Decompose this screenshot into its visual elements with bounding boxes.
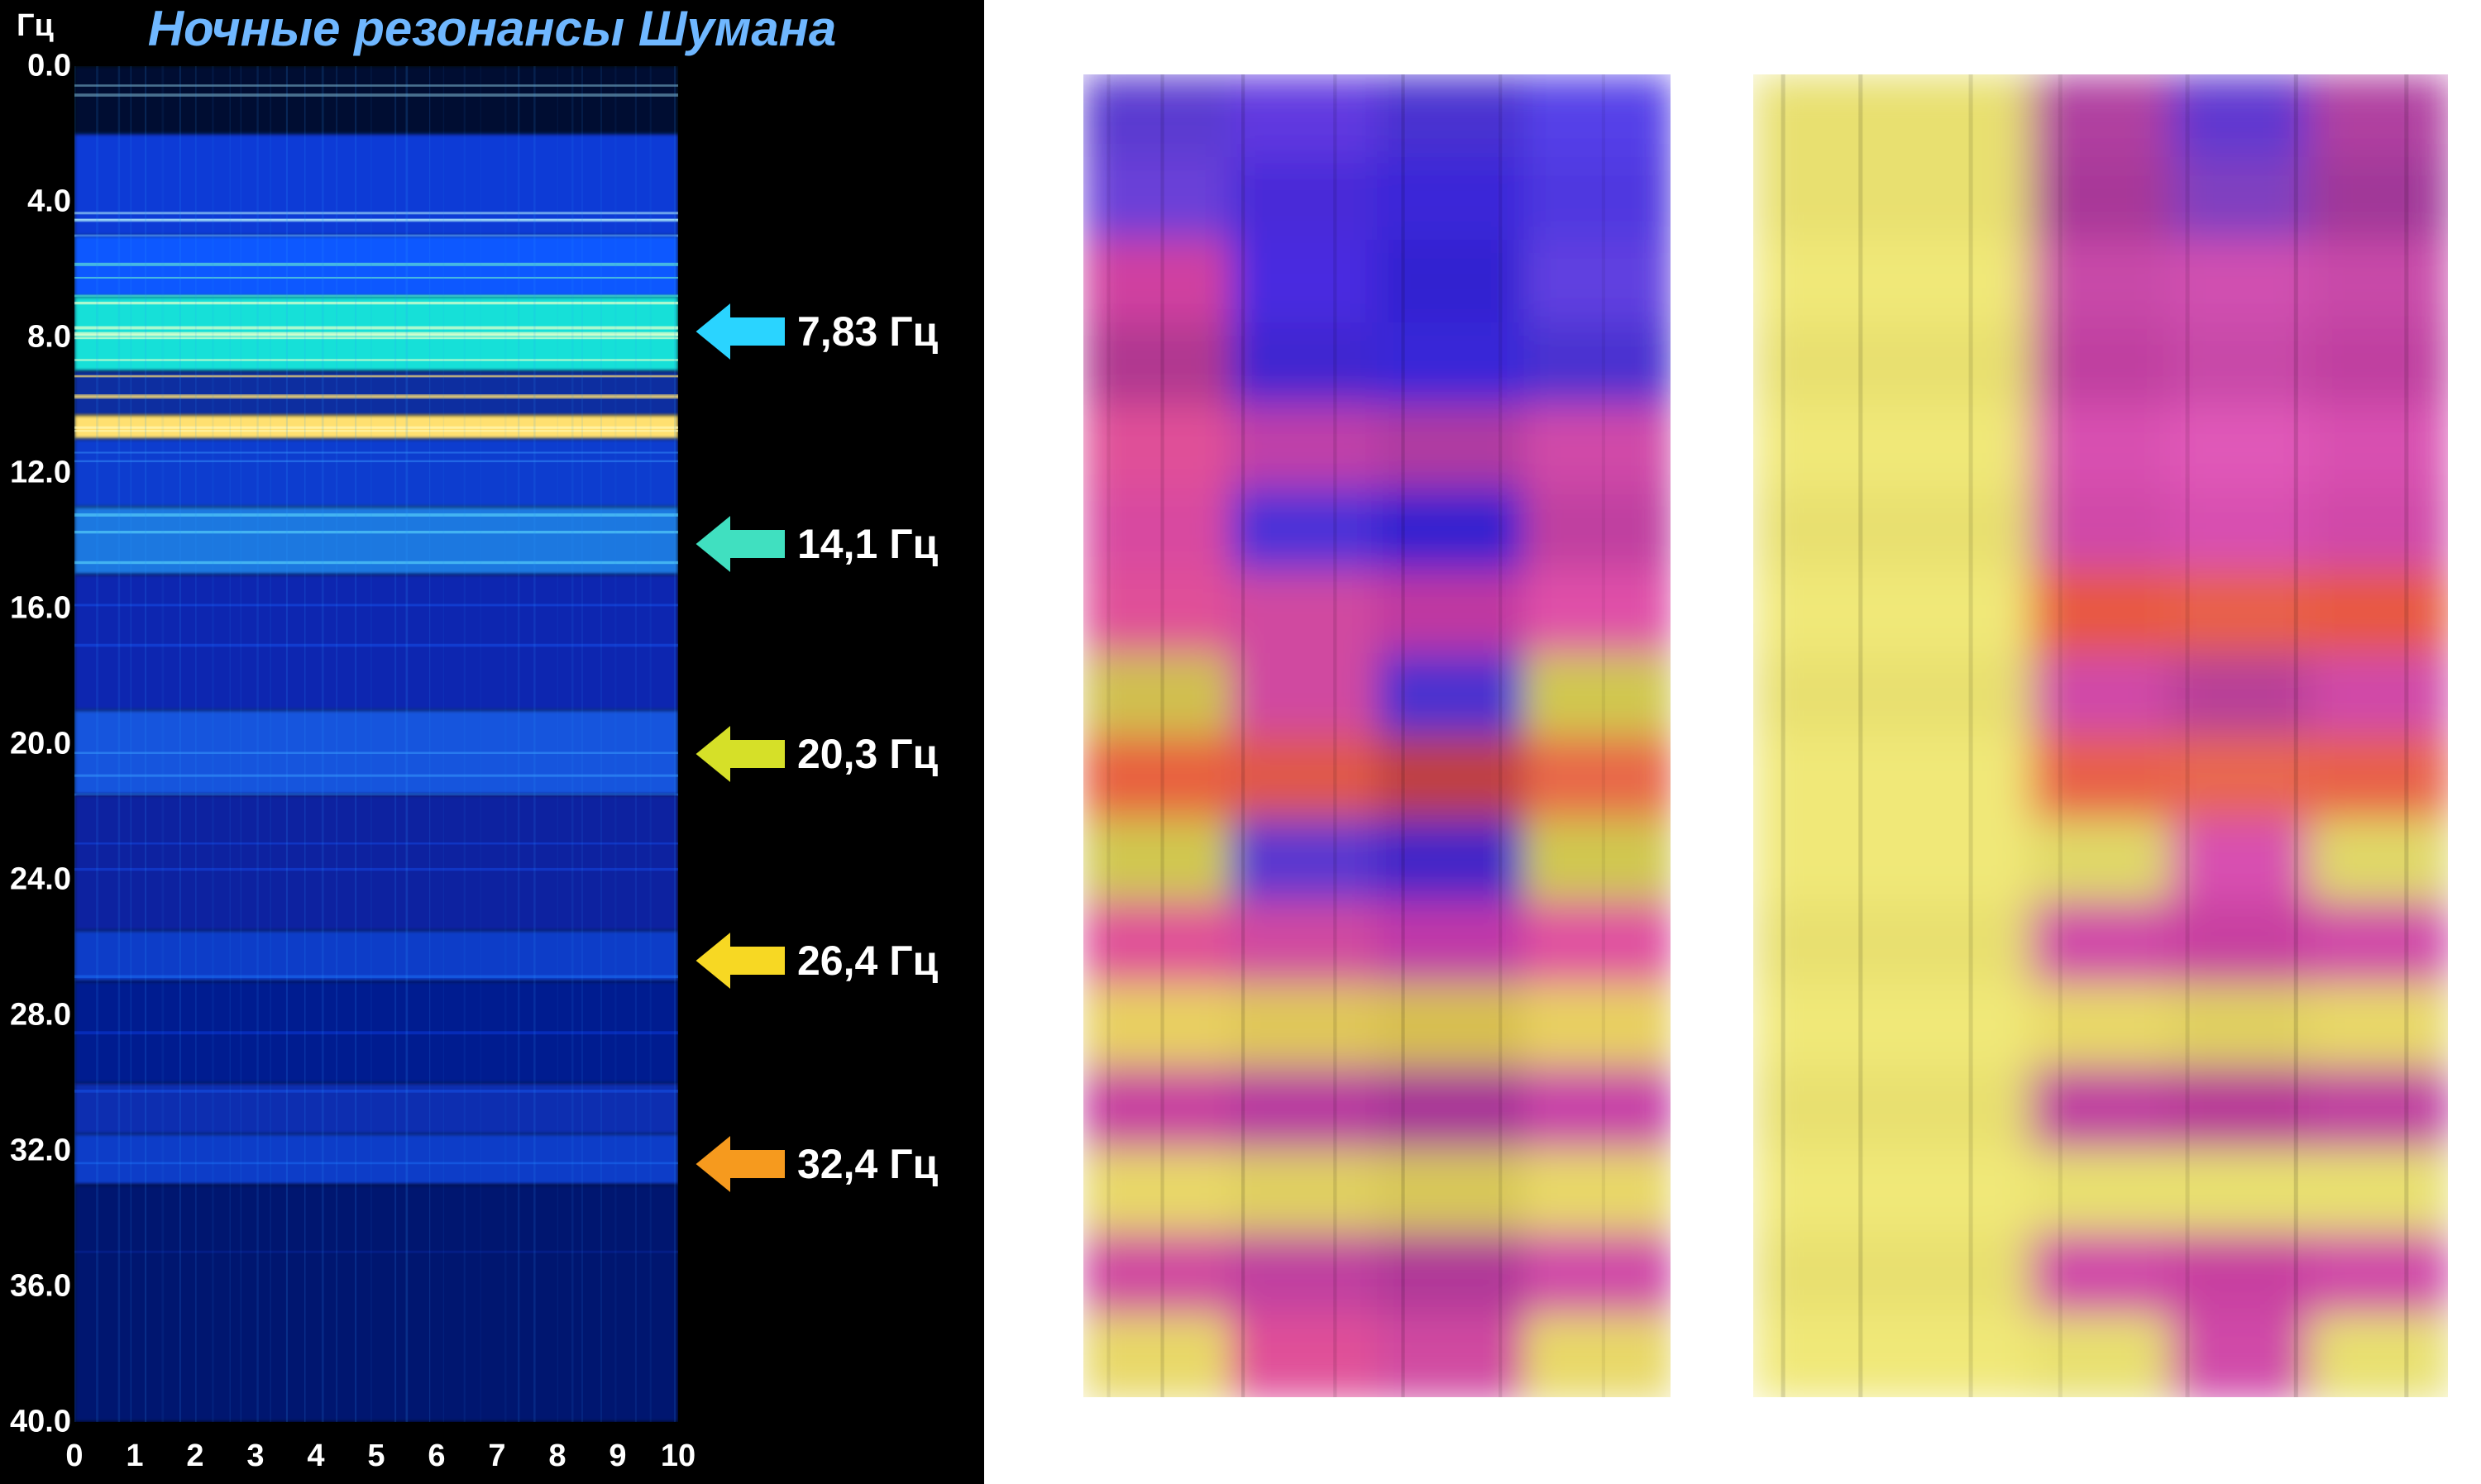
- x-tick: 2: [186, 1439, 203, 1474]
- x-tick: 6: [428, 1439, 445, 1474]
- resonance-label: 32,4 Гц: [797, 1140, 938, 1188]
- x-tick: 3: [246, 1439, 264, 1474]
- panel1-title: Ночные резонансы Шумана: [0, 0, 984, 57]
- spectrogram-plot-area: [74, 66, 678, 1422]
- y-tick: 40.0: [7, 1405, 71, 1440]
- y-tick: 20.0: [7, 727, 71, 762]
- y-tick: 28.0: [7, 998, 71, 1033]
- y-tick: 16.0: [7, 591, 71, 627]
- resonance-label: 20,3 Гц: [797, 730, 938, 778]
- resonance-arrow: 7,83 Гц: [695, 298, 938, 365]
- x-tick: 1: [126, 1439, 143, 1474]
- heatmap-3: [1753, 74, 2448, 1397]
- figure-container: Ночные резонансы Шумана Гц 0.0 4.0 8.0 12.0…: [0, 0, 2481, 1484]
- resonance-label: 14,1 Гц: [797, 520, 938, 568]
- resonance-label: 7,83 Гц: [797, 308, 938, 355]
- x-tick: 10: [661, 1439, 696, 1474]
- resonance-label: 26,4 Гц: [797, 937, 938, 985]
- resonance-arrow: 32,4 Гц: [695, 1131, 938, 1197]
- arrow-left-icon: [695, 1131, 786, 1197]
- heatmap-2: [1083, 74, 1671, 1397]
- x-tick: 4: [307, 1439, 324, 1474]
- y-tick: 24.0: [7, 862, 71, 898]
- y-tick: 32.0: [7, 1133, 71, 1169]
- y-tick: 4.0: [7, 184, 71, 220]
- arrow-left-icon: [695, 298, 786, 365]
- x-tick: 8: [548, 1439, 566, 1474]
- x-tick: 7: [488, 1439, 505, 1474]
- x-tick: 0: [65, 1439, 83, 1474]
- arrow-left-icon: [695, 928, 786, 994]
- y-tick: 8.0: [7, 320, 71, 355]
- heatmap-panel-2: [1083, 74, 1671, 1397]
- arrow-left-icon: [695, 511, 786, 577]
- schumann-spectrogram-panel: Ночные резонансы Шумана Гц 0.0 4.0 8.0 12.0…: [0, 0, 984, 1484]
- y-axis-unit: Гц: [17, 8, 54, 44]
- arrow-left-icon: [695, 721, 786, 787]
- x-tick: 9: [609, 1439, 626, 1474]
- resonance-arrow: 26,4 Гц: [695, 928, 938, 994]
- y-tick: 0.0: [7, 49, 71, 84]
- y-tick: 36.0: [7, 1269, 71, 1305]
- spectrogram-heatmap: [74, 66, 678, 1422]
- resonance-arrow: 14,1 Гц: [695, 511, 938, 577]
- heatmap-panel-3: [1753, 74, 2448, 1397]
- x-tick: 5: [367, 1439, 385, 1474]
- y-tick: 12.0: [7, 456, 71, 491]
- resonance-arrow: 20,3 Гц: [695, 721, 938, 787]
